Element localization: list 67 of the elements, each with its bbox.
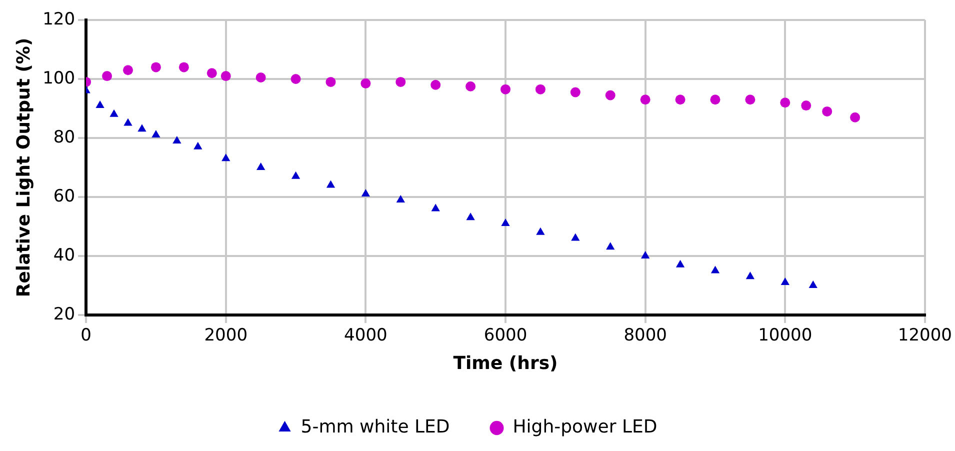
point: [570, 87, 580, 98]
point: [780, 278, 790, 286]
point: [396, 76, 406, 87]
x-tick-label: 6000: [484, 326, 528, 346]
point: [746, 272, 755, 280]
point: [710, 94, 720, 105]
x-tick-label: 8000: [624, 326, 667, 346]
point: [501, 218, 510, 226]
point: [206, 68, 217, 78]
point: [291, 171, 300, 179]
point: [466, 81, 476, 92]
point: [360, 78, 371, 88]
point: [466, 212, 475, 220]
point: [122, 65, 133, 76]
y-tick-label: 60: [53, 186, 76, 206]
point: [194, 142, 202, 150]
point: [124, 118, 132, 126]
point: [178, 62, 189, 72]
point: [396, 194, 405, 202]
point: [822, 106, 832, 116]
x-tick-label: 0: [80, 326, 92, 346]
point: [801, 100, 812, 111]
point: [220, 71, 231, 82]
point: [256, 72, 266, 83]
point: [326, 76, 336, 87]
point: [676, 260, 685, 268]
point: [535, 84, 546, 94]
point: [152, 130, 160, 138]
point: [290, 74, 301, 84]
point: [222, 154, 230, 162]
legend-label: 5-mm white LED: [300, 416, 450, 438]
point: [710, 266, 720, 274]
point: [150, 62, 161, 72]
point: [675, 94, 686, 105]
point: [745, 94, 756, 105]
point: [605, 90, 616, 100]
point: [326, 180, 336, 188]
point: [361, 189, 370, 197]
point: [500, 84, 511, 94]
y-tick-label: 20: [53, 304, 76, 324]
x-tick-label: 10000: [758, 326, 812, 346]
x-tick-label: 4000: [344, 326, 388, 346]
point: [431, 204, 440, 212]
y-axis-title: Relative Light Output (%): [13, 38, 34, 298]
y-tick-label: 40: [53, 245, 76, 266]
point: [640, 94, 650, 105]
y-tick-label: 100: [42, 68, 76, 88]
point: [96, 100, 104, 108]
point: [172, 136, 182, 144]
point: [606, 242, 615, 250]
point: [640, 251, 650, 258]
x-tick-label: 2000: [204, 326, 248, 346]
point: [850, 112, 860, 122]
point: [110, 109, 118, 117]
y-tick-label: 80: [53, 127, 76, 148]
point: [256, 162, 266, 170]
point: [536, 227, 545, 235]
point: [102, 71, 112, 82]
x-tick-label: 12000: [898, 326, 952, 346]
point: [430, 80, 441, 90]
point: [571, 233, 580, 241]
legend-label: High-power LED: [512, 416, 658, 438]
point: [808, 280, 818, 288]
point: [780, 98, 790, 108]
y-tick-label: 120: [42, 9, 76, 30]
x-axis-title: Time (hrs): [453, 352, 558, 374]
point: [138, 124, 146, 132]
